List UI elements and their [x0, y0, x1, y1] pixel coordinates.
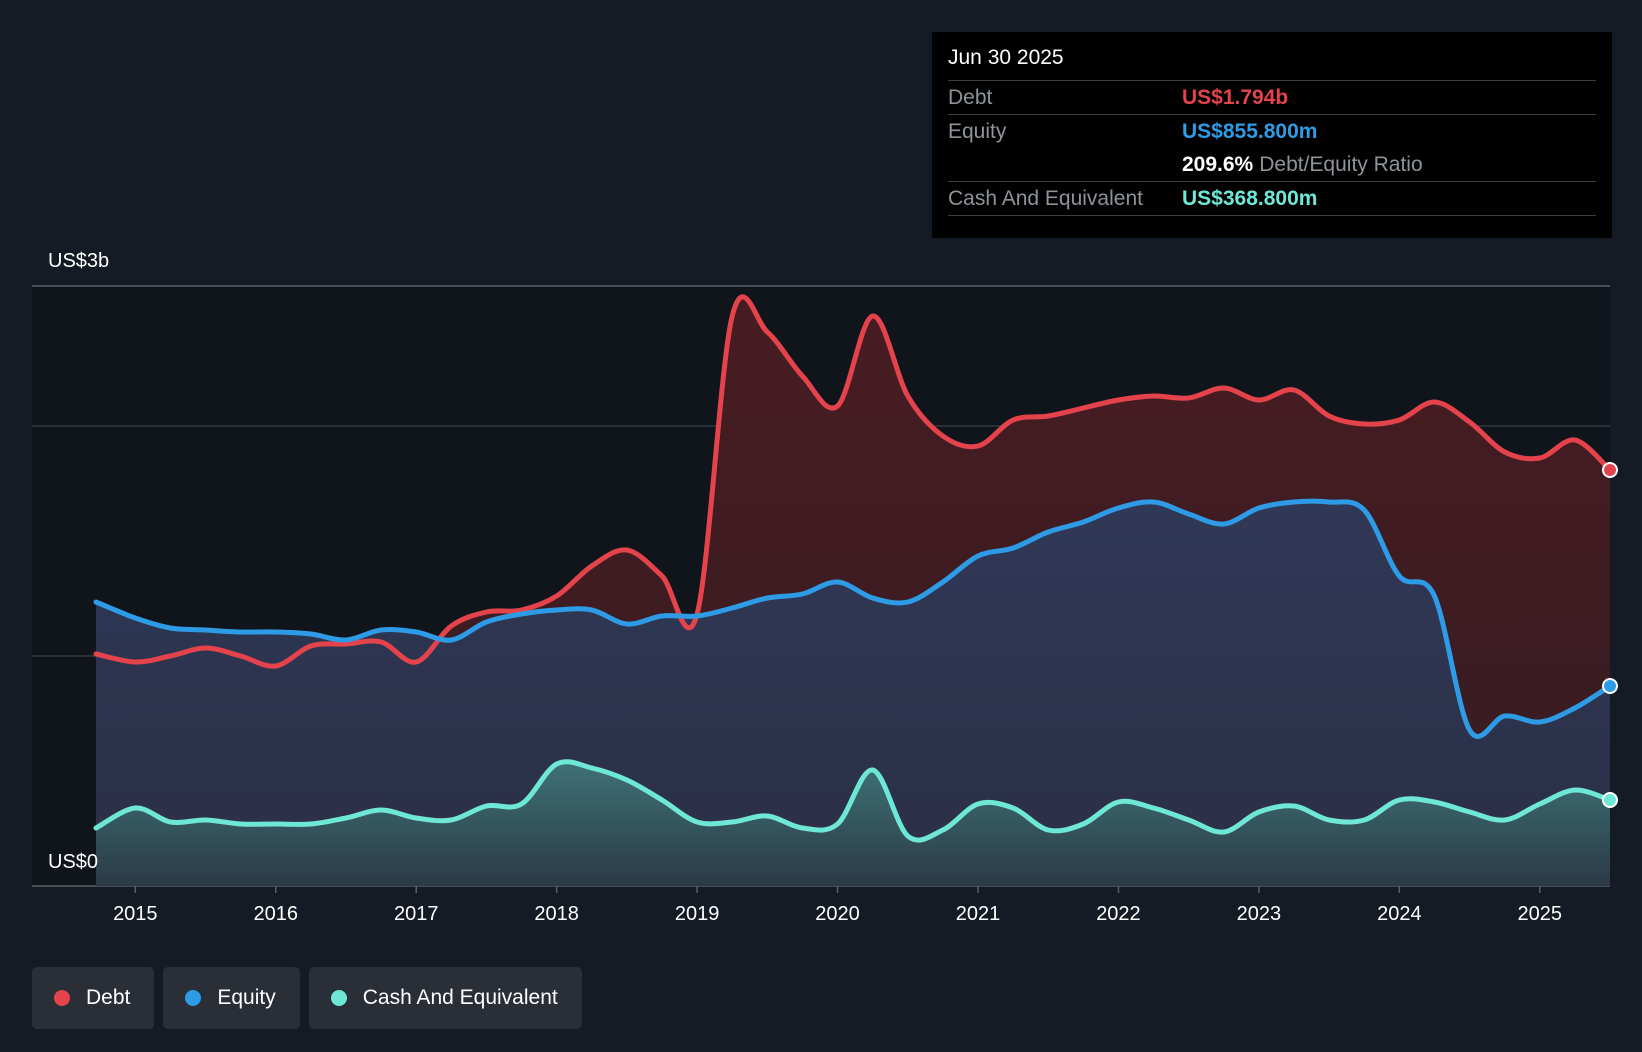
x-tick-label: 2016: [254, 903, 299, 925]
tooltip-cash-value: US$368.800m: [1182, 186, 1318, 210]
debt-line: [93, 294, 1613, 669]
x-tick-label: 2019: [675, 903, 720, 925]
equity-end-marker: [1602, 678, 1618, 694]
y-axis-bottom-label: US$0: [48, 851, 99, 873]
tooltip-ratio-label: Debt/Equity Ratio: [1259, 152, 1423, 176]
tooltip-panel: Jun 30 2025 Debt US$1.794b Equity US$855…: [932, 32, 1612, 238]
legend-label-debt: Debt: [86, 986, 131, 1009]
cash-line: [93, 759, 1613, 843]
legend-label-cash: Cash And Equivalent: [362, 986, 558, 1009]
x-tick-label: 2017: [394, 903, 439, 925]
x-tick-label: 2020: [815, 903, 860, 925]
tooltip-equity-label: Equity: [948, 119, 1007, 143]
cash-end-marker: [1602, 792, 1618, 808]
legend-item-equity[interactable]: Equity: [163, 967, 300, 1029]
tooltip-equity-value: US$855.800m: [1182, 119, 1318, 143]
legend: Debt Equity Cash And Equivalent: [32, 967, 582, 1029]
tooltip-equity-row: Equity US$855.800m: [948, 115, 1596, 148]
debt-end-marker: [1602, 462, 1618, 478]
legend-item-debt[interactable]: Debt: [32, 967, 155, 1029]
x-tick-label: 2022: [1096, 903, 1141, 925]
x-tick-label: 2015: [113, 903, 158, 925]
cash-area: [96, 761, 1610, 886]
equity-dot-icon: [185, 990, 202, 1006]
tooltip-debt-label: Debt: [948, 85, 993, 109]
equity-line: [93, 498, 1613, 739]
tooltip-debt-value: US$1.794b: [1182, 85, 1289, 109]
y-axis-top-label: US$3b: [48, 250, 110, 272]
x-tick-label: 2023: [1237, 903, 1282, 925]
x-tick-label: 2024: [1377, 903, 1422, 925]
tooltip-cash-label: Cash And Equivalent: [948, 186, 1143, 210]
tooltip-cash-row: Cash And Equivalent US$368.800m: [948, 182, 1596, 216]
tooltip-date: Jun 30 2025: [948, 46, 1596, 81]
tooltip-ratio-value: 209.6%: [1182, 152, 1254, 176]
equity-area: [96, 501, 1610, 886]
x-tick-label: 2018: [534, 903, 579, 925]
legend-label-equity: Equity: [217, 986, 276, 1009]
x-tick-label: 2025: [1518, 903, 1563, 925]
cash-dot-icon: [330, 990, 347, 1006]
debt-dot-icon: [54, 990, 70, 1006]
legend-item-cash[interactable]: Cash And Equivalent: [308, 967, 582, 1029]
x-tick-label: 2021: [956, 903, 1001, 925]
tooltip-ratio-row: 209.6% Debt/Equity Ratio: [948, 148, 1596, 182]
tooltip-debt-row: Debt US$1.794b: [948, 81, 1596, 115]
